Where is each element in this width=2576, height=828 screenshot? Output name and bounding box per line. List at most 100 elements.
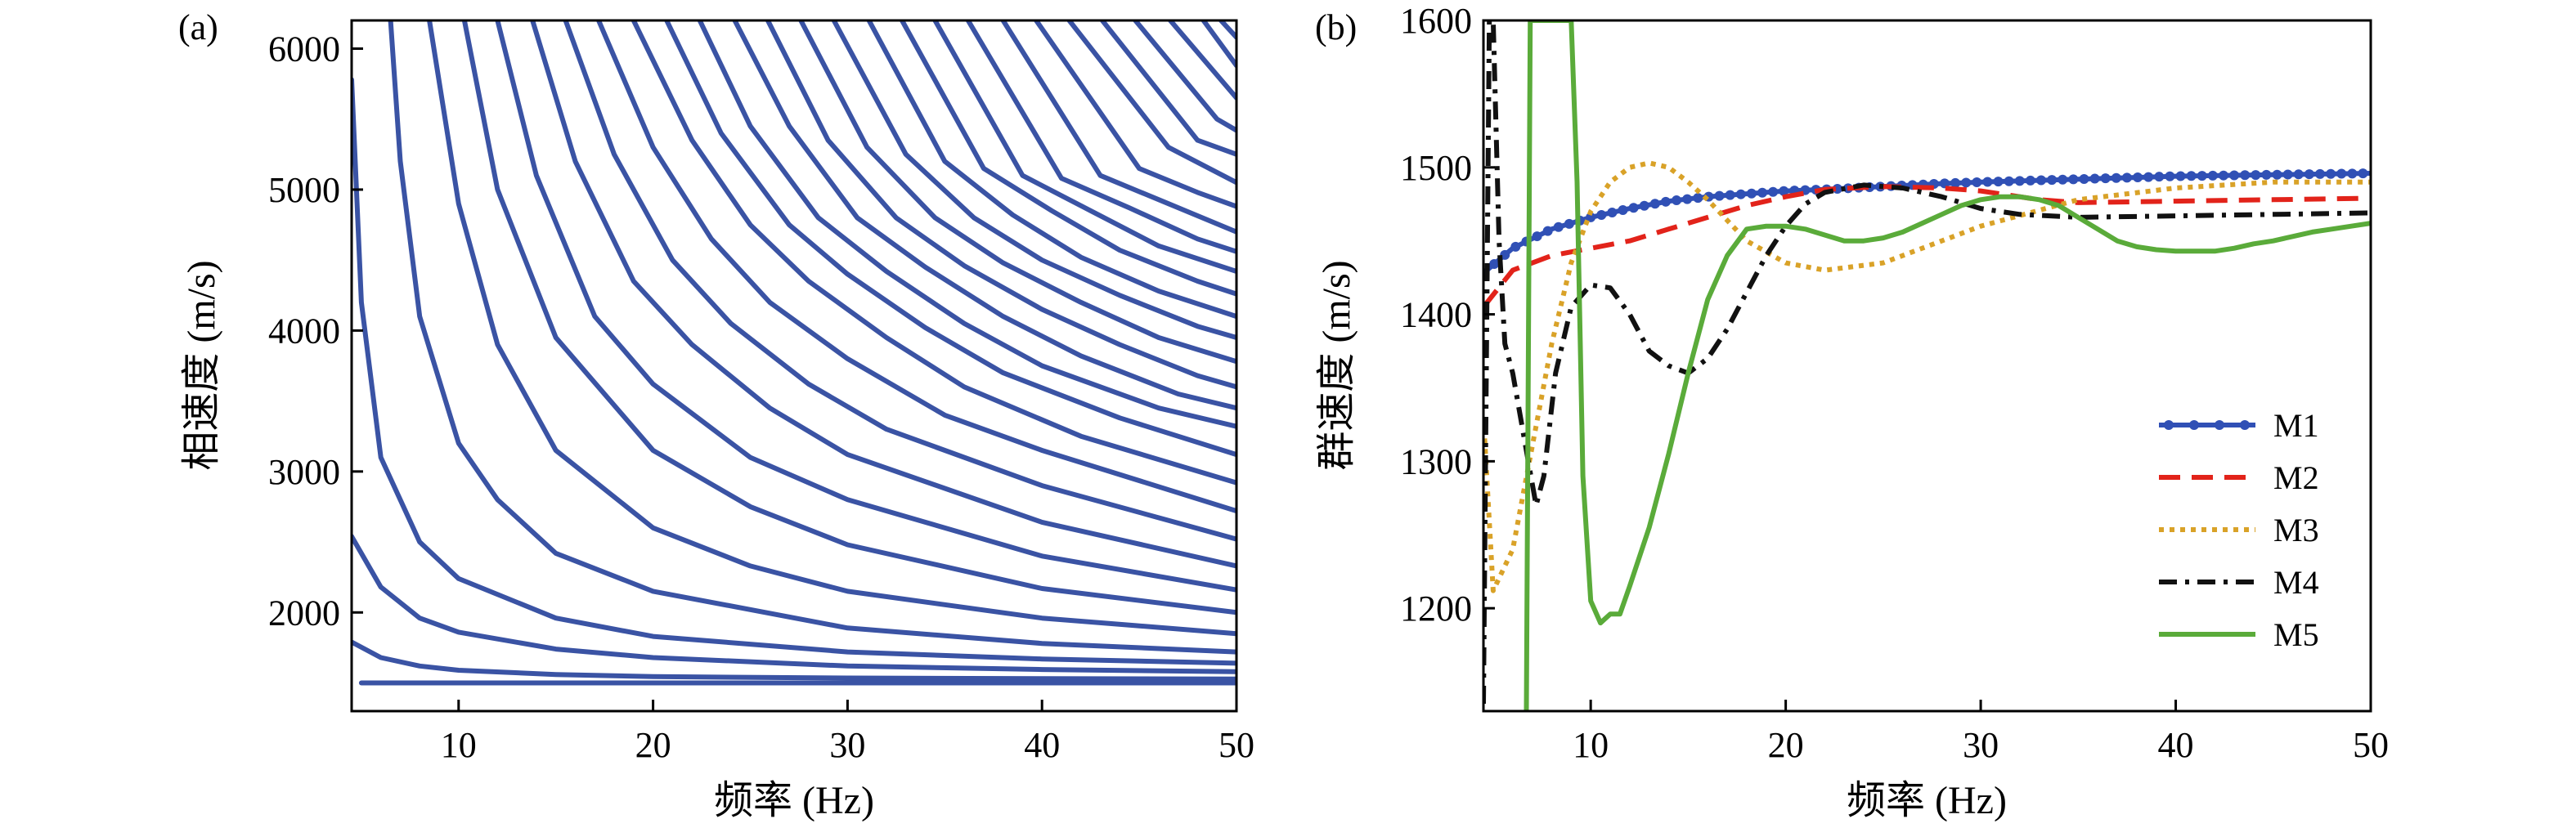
series-m1-marker: [2240, 170, 2251, 181]
panel-a: 10 20 30 40 50 2000 3000 4000 5000 6000 (a) 频率 (H…: [178, 7, 1254, 822]
panel-b-ytick-label: 1200: [1400, 589, 1472, 629]
series-m1-marker: [1607, 207, 1618, 217]
series-m1-marker: [1714, 190, 1725, 201]
series-m1-marker: [2229, 170, 2240, 181]
series-m1-marker: [2251, 170, 2261, 181]
series-m1-marker: [2186, 171, 2197, 181]
series-m1-marker: [2207, 170, 2218, 181]
panel-a-curve: [697, 20, 1236, 429]
panel-a-xtick-label: 50: [1218, 725, 1254, 765]
panel-a-curve: [495, 20, 1236, 593]
panel-a-curve: [631, 20, 1236, 486]
series-m1-marker: [1682, 194, 1693, 204]
panel-a-curve: [563, 20, 1236, 542]
panel-a-curve: [900, 20, 1236, 297]
series-m1-marker: [1961, 177, 1972, 188]
series-m1-marker: [1586, 212, 1596, 222]
panel-a-series: [352, 20, 1236, 686]
panel-b: 10 20 30 40 50 1200 1300 1400 1500 1600 (b) 频率 (H…: [1315, 1, 2389, 822]
series-m5-line: [1524, 20, 2371, 711]
series-m1-marker: [1746, 188, 1757, 199]
panel-b-xlabel: 频率 (Hz): [1847, 779, 2007, 822]
panel-a-label: (a): [178, 7, 218, 47]
series-m1-marker: [2261, 169, 2272, 180]
series-m1-marker: [1950, 177, 1961, 188]
panel-b-xtick-label: 50: [2353, 725, 2389, 765]
panel-a-axes-frame: [350, 19, 1238, 713]
legend-m5-label: M5: [2273, 616, 2319, 653]
series-m1-marker: [1649, 199, 1660, 209]
panel-a-curve: [1099, 20, 1236, 157]
panel-a-ticks: 10 20 30 40 50 2000 3000 4000 5000 6000: [268, 29, 1254, 765]
series-m1-marker: [2197, 171, 2207, 181]
panel-b-label: (b): [1315, 7, 1357, 47]
series-m1-marker: [2036, 175, 2046, 186]
series-m1-marker: [2004, 176, 2014, 186]
series-m1-marker: [2336, 168, 2347, 179]
legend-marker: [2215, 420, 2224, 430]
panel-a-curve: [596, 20, 1236, 514]
panel-a-curve: [1034, 20, 1236, 209]
series-m1-marker: [1553, 222, 1564, 232]
series-m1-marker: [1779, 186, 1789, 196]
panel-a-curve: [664, 20, 1236, 458]
panel-a-ytick-label: 4000: [268, 311, 340, 351]
series-m1-marker: [1628, 203, 1639, 213]
legend-marker: [2164, 420, 2174, 430]
series-m1-marker: [1564, 218, 1574, 229]
series-m1-marker: [1660, 196, 1671, 207]
panel-a-curve: [352, 639, 1236, 682]
series-m1-marker: [2347, 168, 2358, 179]
series-m1-marker: [2304, 169, 2314, 180]
legend-marker: [2189, 420, 2199, 430]
series-m1-marker: [1532, 231, 1542, 242]
panel-a-curve: [427, 20, 1236, 637]
series-m1-marker: [1972, 177, 1982, 187]
panel-b-xtick-label: 20: [1768, 725, 1804, 765]
series-m1-marker: [1542, 226, 1553, 236]
series-m1-marker: [1982, 177, 1993, 187]
series-m1-marker: [1725, 190, 1735, 200]
series-m1-marker: [2272, 169, 2282, 180]
series-m1-marker: [1993, 177, 2004, 187]
series-m3-line: [1483, 160, 2371, 593]
panel-a-curve: [1168, 20, 1236, 101]
legend-m4-label: M4: [2273, 564, 2319, 601]
panel-a-curve: [765, 20, 1236, 390]
series-m1-marker: [2089, 173, 2100, 184]
panel-a-xtick-label: 20: [635, 725, 671, 765]
panel-a-curve: [388, 20, 1236, 655]
series-m1-marker: [2143, 172, 2154, 182]
legend-marker: [2240, 420, 2250, 430]
series-m1-marker: [1639, 200, 1649, 211]
series-m1-marker: [1735, 189, 1746, 199]
series-m1-marker: [1618, 205, 1628, 216]
panel-a-ytick-label: 5000: [268, 170, 340, 210]
panel-a-ytick-label: 2000: [268, 593, 340, 633]
series-m1-marker: [2079, 173, 2089, 184]
panel-b-ylabel: 群速度 (m/s): [1315, 260, 1358, 470]
panel-b-ytick-label: 1300: [1400, 441, 1472, 481]
panel-b-ytick-label: 1500: [1400, 148, 1472, 188]
series-m1-marker: [2282, 169, 2293, 180]
panel-a-curve: [1066, 20, 1236, 186]
series-m4-line: [1483, 20, 2371, 705]
panel-a-curve: [1133, 20, 1236, 133]
series-m1-marker: [2358, 168, 2368, 179]
panel-b-xtick-label: 30: [1963, 725, 1999, 765]
series-m1-marker: [1939, 178, 1950, 189]
series-m2-line: [1483, 184, 2371, 309]
panel-a-xlabel: 频率 (Hz): [714, 779, 874, 822]
panel-a-xtick-label: 30: [829, 725, 865, 765]
panel-a-curve: [461, 20, 1236, 615]
series-m1-marker: [2121, 172, 2132, 183]
series-m1-marker: [2047, 175, 2058, 186]
panel-b-legend: M1 M2 M3 M4 M5: [2159, 407, 2319, 653]
series-m1-marker: [2326, 168, 2336, 179]
panel-b-ticks: 10 20 30 40 50 1200 1300 1400 1500 1600: [1400, 1, 2389, 765]
series-m1-marker: [2100, 173, 2111, 184]
panel-a-curve: [352, 77, 1236, 666]
series-m1-marker: [1596, 209, 1607, 220]
series-m1-marker: [2154, 172, 2165, 182]
